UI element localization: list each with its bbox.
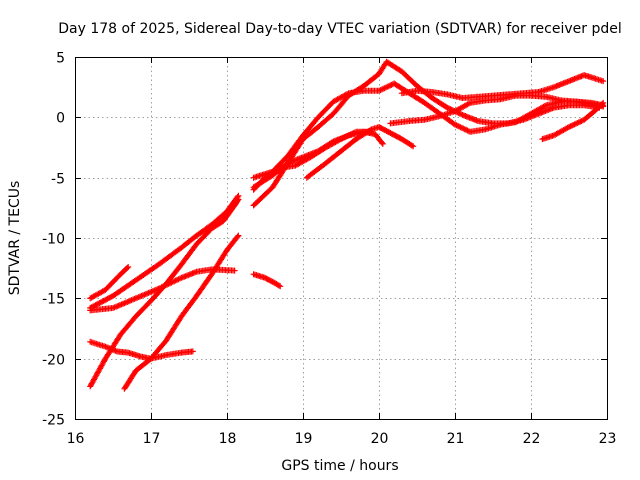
x-tick-label: 17 bbox=[143, 431, 161, 447]
point-markers bbox=[87, 264, 132, 302]
axis-ticks bbox=[75, 57, 608, 420]
point-markers bbox=[87, 196, 242, 390]
y-tick-label: 0 bbox=[56, 111, 65, 127]
series-s3 bbox=[87, 266, 238, 314]
point-markers bbox=[539, 99, 607, 143]
series-s1 bbox=[87, 264, 132, 302]
grid-lines bbox=[75, 57, 607, 419]
point-markers bbox=[250, 128, 375, 193]
y-tick-label: -15 bbox=[42, 292, 65, 308]
point-markers bbox=[250, 271, 284, 290]
x-tick-label: 23 bbox=[599, 431, 617, 447]
series-s12 bbox=[250, 128, 375, 193]
x-tick-label: 22 bbox=[523, 431, 541, 447]
x-tick-label: 19 bbox=[295, 431, 313, 447]
point-markers bbox=[398, 72, 607, 101]
tick-labels: 16 17 18 19 20 21 22 23 5 0 -5 -10 -15 -20 -25 bbox=[42, 51, 616, 448]
x-tick-label: 21 bbox=[447, 431, 465, 447]
x-tick-label: 20 bbox=[371, 431, 389, 447]
series-s6 bbox=[121, 232, 242, 392]
x-axis-label: GPS time / hours bbox=[281, 458, 398, 474]
series-s7 bbox=[250, 271, 284, 290]
y-tick-label: -5 bbox=[51, 172, 65, 188]
point-markers bbox=[87, 266, 238, 314]
data-points bbox=[87, 58, 607, 392]
y-tick-label: 5 bbox=[56, 51, 65, 67]
y-tick-label: -25 bbox=[42, 413, 65, 429]
point-markers bbox=[121, 232, 242, 392]
y-tick-label: -10 bbox=[42, 232, 65, 248]
chart-title: Day 178 of 2025, Sidereal Day-to-day VTE… bbox=[58, 21, 622, 37]
series-s14 bbox=[398, 72, 607, 101]
x-tick-label: 18 bbox=[219, 431, 237, 447]
x-tick-label: 16 bbox=[67, 431, 85, 447]
y-tick-label: -20 bbox=[42, 353, 65, 369]
series-s5 bbox=[87, 196, 242, 390]
series-s15 bbox=[539, 99, 607, 143]
y-axis-label: SDTVAR / TECUs bbox=[7, 181, 23, 296]
